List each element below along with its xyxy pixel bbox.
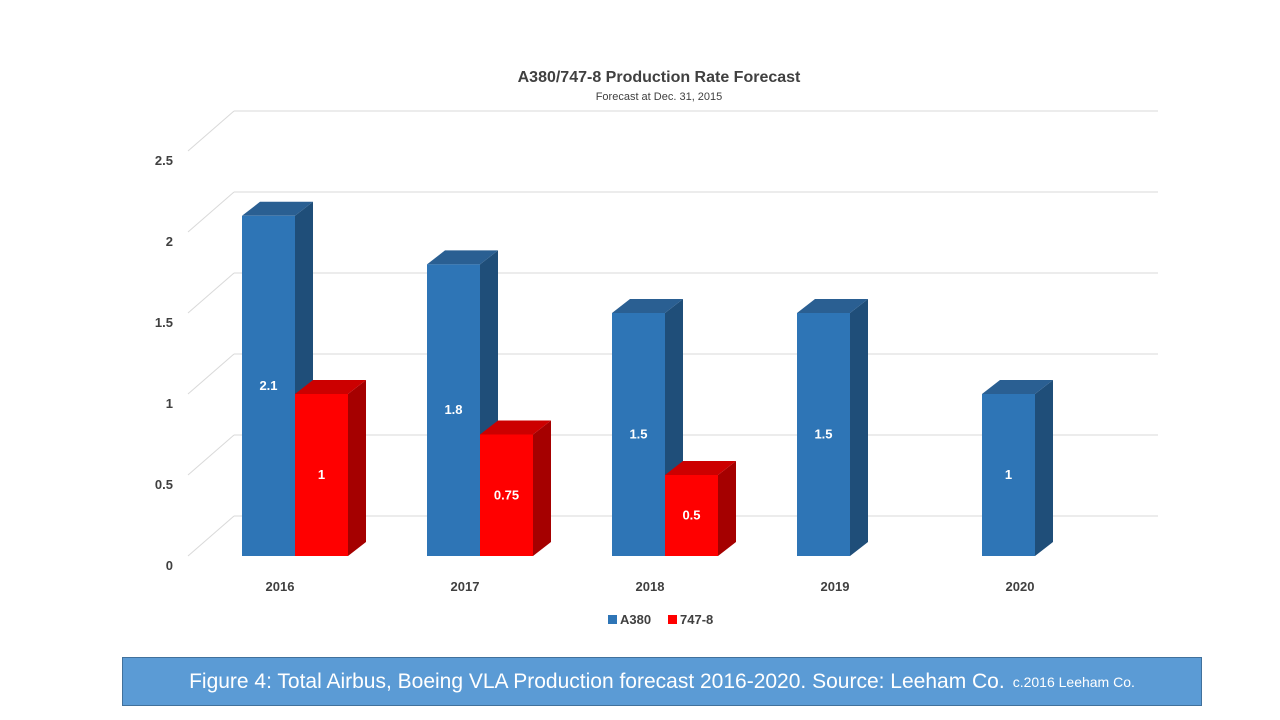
legend-label-a380: A380 xyxy=(620,612,651,627)
caption-copyright-text: c.2016 Leeham Co. xyxy=(1012,673,1135,690)
bar-top xyxy=(242,201,313,216)
y-tick-label: 1 xyxy=(166,396,173,411)
chart-title: A380/747-8 Production Rate Forecast xyxy=(518,69,801,86)
bar-front xyxy=(665,475,718,556)
chart-subtitle: Forecast at Dec. 31, 2015 xyxy=(596,91,723,103)
gridline-depth xyxy=(187,353,235,395)
legend-swatch-a380 xyxy=(608,615,617,624)
gridline-depth xyxy=(187,515,235,557)
bar-b747-8-2018: 0.5 xyxy=(665,461,736,556)
bar-side xyxy=(1035,380,1053,556)
bar-side xyxy=(533,420,551,556)
x-tick-label: 2019 xyxy=(821,579,850,594)
caption-main-text: Figure 4: Total Airbus, Boeing VLA Produ… xyxy=(189,669,1005,693)
bar-front xyxy=(797,313,850,556)
bar-side xyxy=(850,299,868,556)
bar-a380-2019: 1.5 xyxy=(797,299,868,556)
bar-front xyxy=(295,394,348,556)
bar-top xyxy=(295,380,366,394)
x-tick-label: 2020 xyxy=(1006,579,1035,594)
bar-front xyxy=(612,313,665,556)
bar-top xyxy=(427,250,498,265)
data-label: 0.5 xyxy=(682,508,700,523)
data-label: 0.75 xyxy=(494,487,519,502)
y-tick-label: 0.5 xyxy=(155,477,173,492)
bar-front xyxy=(242,215,295,557)
x-axis: 2016 2017 2018 2019 2020 xyxy=(266,579,1035,594)
bar-front xyxy=(427,264,480,556)
legend-label-b747-8: 747-8 xyxy=(680,612,713,627)
y-tick-label: 2.5 xyxy=(155,153,173,168)
y-tick-label: 1.5 xyxy=(155,315,173,330)
data-label: 1.5 xyxy=(629,427,647,442)
data-label: 1 xyxy=(318,467,325,482)
bar-a380-2020: 1 xyxy=(982,380,1053,556)
bar-b747-8-2017: 0.75 xyxy=(480,420,551,556)
x-tick-label: 2016 xyxy=(266,579,295,594)
bar-top xyxy=(982,380,1053,394)
chart: A380/747-8 Production Rate Forecast Fore… xyxy=(155,69,1158,627)
bar-front xyxy=(982,394,1035,556)
y-tick-label: 2 xyxy=(166,234,173,249)
y-axis: 0 0.5 1 1.5 2 2.5 xyxy=(155,153,173,573)
figure-caption: Figure 4: Total Airbus, Boeing VLA Produ… xyxy=(122,657,1202,706)
x-tick-label: 2017 xyxy=(451,579,480,594)
y-tick-label: 0 xyxy=(166,558,173,573)
data-label: 2.1 xyxy=(259,378,277,393)
x-tick-label: 2018 xyxy=(636,579,665,594)
gridline-depth xyxy=(187,434,235,476)
bar-front xyxy=(480,434,533,556)
data-label: 1.5 xyxy=(814,427,832,442)
legend: A380 747-8 xyxy=(608,612,713,627)
data-label: 1 xyxy=(1005,467,1012,482)
bar-top xyxy=(665,461,736,475)
gridline-depth xyxy=(187,272,235,314)
bars: 2.1 1 1.8 0.75 1.5 0.5 1.5 1 xyxy=(242,201,1053,557)
bar-top xyxy=(797,299,868,313)
bar-top xyxy=(612,299,683,313)
data-label: 1.8 xyxy=(444,402,462,417)
bar-side xyxy=(348,380,366,556)
bar-top xyxy=(480,420,551,435)
gridline-depth xyxy=(187,110,235,152)
gridline-depth xyxy=(187,191,235,233)
bar-side xyxy=(718,461,736,556)
legend-swatch-b747-8 xyxy=(668,615,677,624)
bar-b747-8-2016: 1 xyxy=(295,380,366,556)
